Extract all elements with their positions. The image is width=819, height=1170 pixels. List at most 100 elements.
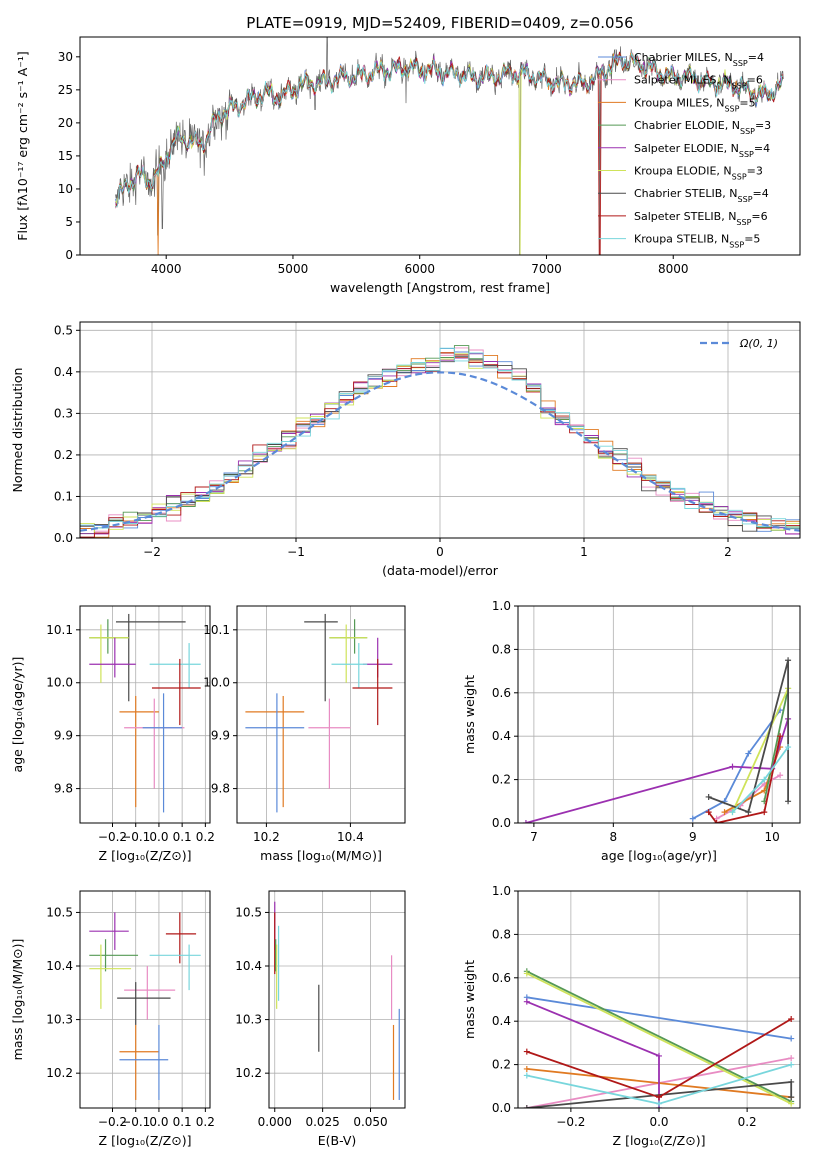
tick-label-y: 0.2 bbox=[492, 1058, 511, 1072]
weight-line-chabrier_elodie bbox=[763, 688, 789, 802]
weight-marker-chabrier_stelib bbox=[745, 809, 752, 816]
errorbar-point-kroupa_stelib bbox=[331, 643, 368, 689]
tick-label-y: 1.0 bbox=[492, 884, 511, 898]
tick-label-y: 0.0 bbox=[492, 816, 511, 830]
tick-label-y: 30 bbox=[58, 50, 73, 64]
tick-label-x: 0 bbox=[436, 545, 444, 559]
errorbar-point-kroupa_miles bbox=[119, 695, 159, 808]
weight-marker-salpeter_stelib bbox=[777, 733, 784, 740]
tick-label-x: 0.025 bbox=[305, 1115, 339, 1129]
tick-label-x: −0.1 bbox=[121, 830, 150, 844]
panel-residuals: −2 −1 0 1 2 0.0 0.1 0.2 0.3 0.4 0.5 (data-model)/er… bbox=[10, 321, 801, 578]
tick-label-x: 2 bbox=[724, 545, 732, 559]
tick-label-y: 25 bbox=[58, 83, 73, 97]
axis-label-x: Z [log₁₀(Z/Z⊙)] bbox=[613, 1133, 706, 1148]
tick-label-y: 1.0 bbox=[492, 599, 511, 613]
errorbar-point-kroupa_miles bbox=[119, 1024, 159, 1100]
tick-label-y: 10.0 bbox=[203, 676, 230, 690]
legend-label-kroupa_stelib: Kroupa STELIB, NSSP=5 bbox=[634, 233, 760, 250]
tick-label-y: 10.1 bbox=[46, 623, 73, 637]
errorbar-point-chabrier_elodie bbox=[329, 619, 368, 654]
tick-label-x: 7 bbox=[530, 830, 538, 844]
tick-label-x: 0.0 bbox=[649, 1115, 668, 1129]
legend-label-chabrier_miles: Chabrier MILES, NSSP=4 bbox=[634, 51, 764, 68]
weight-line-kroupa_elodie bbox=[731, 688, 789, 813]
panel-spectrum: 4000 5000 6000 7000 8000 0 5 10 15 20 25 30 waveleng… bbox=[15, 36, 801, 295]
tick-label-y: 0.8 bbox=[492, 642, 511, 656]
tick-label-x: 8000 bbox=[658, 262, 689, 276]
tick-label-x: −1 bbox=[287, 545, 305, 559]
tick-label-x: −0.2 bbox=[98, 830, 127, 844]
tick-label-y: 9.9 bbox=[211, 729, 230, 743]
tick-label-y: 0.6 bbox=[492, 686, 511, 700]
spectrum-legend: Chabrier MILES, NSSP=4 Salpeter MILES, NS… bbox=[598, 51, 771, 249]
weight-marker-kroupa_elodie bbox=[788, 1100, 795, 1107]
axis-label-y: mass weight bbox=[462, 960, 477, 1039]
tick-label-x: 0.1 bbox=[173, 1115, 192, 1129]
tick-label-x: 5000 bbox=[278, 262, 309, 276]
tick-label-y: 0.6 bbox=[492, 971, 511, 985]
tick-label-y: 0.5 bbox=[54, 323, 73, 337]
panel-mass-vs-Z: −0.2−0.1 0.0 0.1 0.2 10.2 10.3 10.4 10.5 Z [log₁… bbox=[10, 890, 215, 1148]
axis-label-x: mass [log₁₀(M/M⊙)] bbox=[260, 848, 382, 863]
plot-area bbox=[523, 968, 795, 1108]
tick-label-y: 10.0 bbox=[46, 676, 73, 690]
weight-marker-kroupa_stelib bbox=[729, 809, 736, 816]
tick-label-x: −0.2 bbox=[98, 1115, 127, 1129]
weight-marker-salpeter_miles bbox=[788, 1055, 795, 1062]
weight-marker-salpeter_stelib bbox=[656, 1094, 662, 1101]
weight-marker-chabrier_miles bbox=[689, 815, 696, 822]
legend-label-kroupa_miles: Kroupa MILES, NSSP=5 bbox=[634, 96, 756, 113]
legend-label-chabrier_stelib: Chabrier STELIB, NSSP=4 bbox=[634, 187, 769, 204]
weight-marker-chabrier_stelib bbox=[705, 793, 712, 800]
tick-label-y: 0.1 bbox=[54, 489, 73, 503]
weight-line-salpeter_stelib bbox=[707, 736, 781, 823]
weight-line-chabrier_miles bbox=[526, 996, 792, 1040]
figure-title: PLATE=0919, MJD=52409, FIBERID=0409, z=0… bbox=[246, 14, 633, 32]
weight-marker-chabrier_stelib bbox=[788, 1078, 795, 1085]
plot-area bbox=[89, 912, 201, 1100]
tick-label-x: 10.2 bbox=[253, 830, 280, 844]
weight-marker-salpeter_elodie bbox=[523, 998, 530, 1005]
tick-label-x: 0.0 bbox=[149, 1115, 168, 1129]
weight-marker-salpeter_elodie bbox=[522, 820, 529, 823]
normal-curve bbox=[80, 371, 800, 532]
plot-area bbox=[115, 37, 784, 255]
tick-label-x: 6000 bbox=[404, 262, 435, 276]
axis-label-y: age [log₁₀(age/yr)] bbox=[10, 657, 25, 773]
tick-label-x: 0.2 bbox=[196, 1115, 215, 1129]
tick-label-x: 0.2 bbox=[196, 830, 215, 844]
weight-line-kroupa_elodie bbox=[526, 972, 792, 1105]
weight-marker-kroupa_stelib bbox=[788, 1061, 795, 1068]
weight-marker-kroupa_stelib bbox=[656, 1100, 662, 1107]
tick-label-y: 0.2 bbox=[492, 773, 511, 787]
errorbar-point-kroupa_miles bbox=[245, 695, 305, 808]
tick-label-y: 0.4 bbox=[492, 1014, 511, 1028]
axis-label-y: mass weight bbox=[462, 675, 477, 754]
axis-label-x: wavelength [Angstrom, rest frame] bbox=[330, 280, 550, 295]
tick-label-x: 0.000 bbox=[258, 1115, 292, 1129]
plot-area bbox=[245, 613, 393, 813]
histogram-salpeter_stelib bbox=[80, 352, 800, 538]
legend-label-kroupa_elodie: Kroupa ELODIE, NSSP=3 bbox=[634, 165, 763, 182]
tick-label-x: 9 bbox=[689, 830, 697, 844]
weight-line-chabrier_stelib bbox=[708, 660, 789, 814]
tick-label-y: 5 bbox=[65, 215, 73, 229]
tick-label-x: 4000 bbox=[151, 262, 182, 276]
weight-marker-kroupa_miles bbox=[523, 1065, 530, 1072]
tick-label-x: 0.0 bbox=[149, 830, 168, 844]
tick-label-x: 0.2 bbox=[738, 1115, 757, 1129]
tick-label-y: 15 bbox=[58, 149, 73, 163]
weight-marker-kroupa_stelib bbox=[785, 744, 792, 751]
tick-label-y: 20 bbox=[58, 116, 73, 130]
tick-label-y: 10 bbox=[58, 182, 73, 196]
errorbar-point-kroupa_stelib bbox=[149, 643, 201, 689]
weight-marker-salpeter_stelib bbox=[705, 809, 712, 816]
tick-label-y: 0.0 bbox=[54, 531, 73, 545]
tick-label-y: 9.9 bbox=[54, 729, 73, 743]
legend-label-normal: Ω(0, 1) bbox=[739, 337, 778, 350]
panel-massweight-vs-Z: −0.2 0.0 0.2 0.0 0.2 0.4 0.6 0.8 1.0 Z [log₁₀(Z/Z… bbox=[462, 884, 801, 1148]
axis-label-y: mass [log₁₀(M/M⊙)] bbox=[10, 939, 25, 1061]
tick-label-y: 10.2 bbox=[235, 1066, 262, 1080]
legend-label-salpeter_miles: Salpeter MILES, NSSP=6 bbox=[634, 74, 763, 91]
